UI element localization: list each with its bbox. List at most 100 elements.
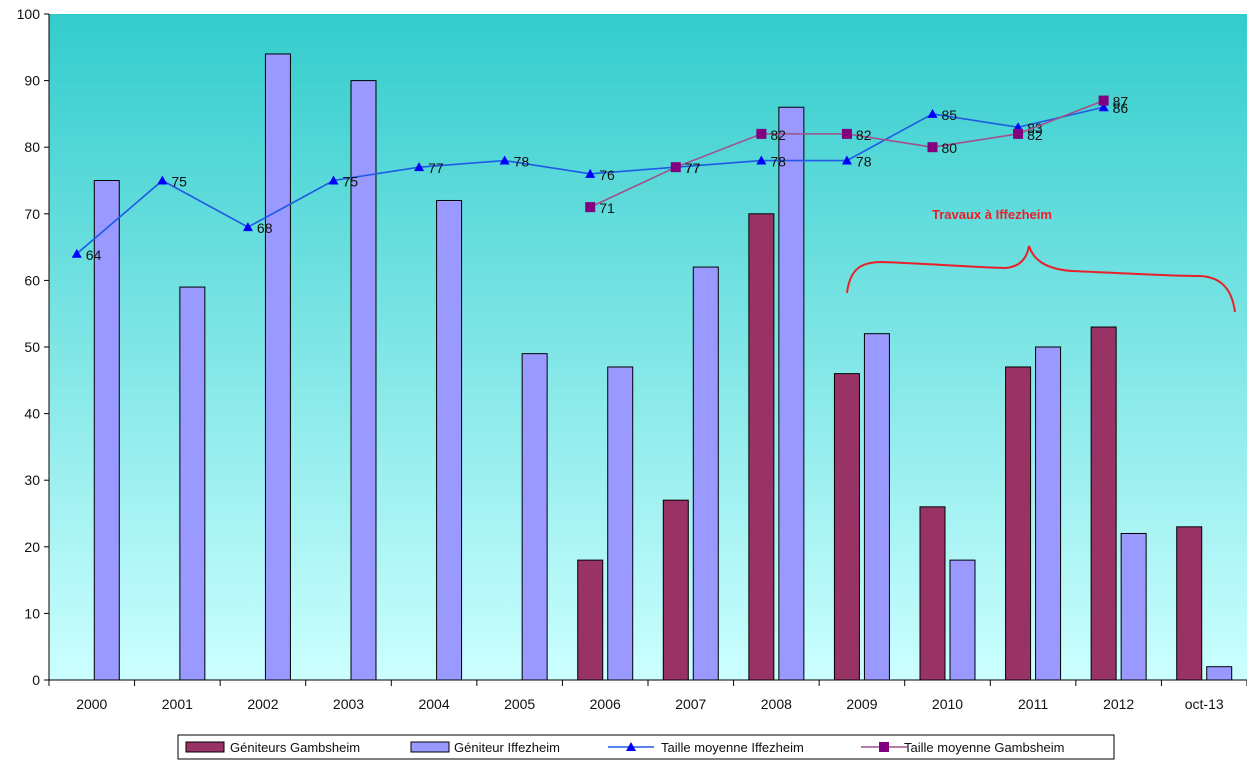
- bar: [863, 333, 890, 681]
- data-label: 83: [1027, 120, 1043, 136]
- y-tick-label: 0: [32, 672, 40, 688]
- bar-layer: [93, 53, 1233, 681]
- point-marker: [927, 142, 938, 153]
- x-tick-label: 2008: [761, 696, 792, 712]
- bar: [692, 266, 719, 681]
- bar: [93, 180, 120, 681]
- bar: [1090, 326, 1117, 681]
- legend-label: Taille moyenne Iffezheim: [661, 740, 804, 755]
- point-marker: [756, 128, 767, 139]
- bar: [748, 213, 775, 681]
- legend-swatch: [410, 741, 450, 753]
- data-label: 80: [942, 140, 958, 156]
- data-label: 87: [1113, 94, 1129, 110]
- annotation-label: Travaux à Iffezheim: [932, 207, 1052, 222]
- x-tick-label: 2009: [846, 696, 877, 712]
- bar: [521, 353, 548, 681]
- x-tick-label: 2012: [1103, 696, 1134, 712]
- point-marker: [927, 108, 938, 118]
- legend: Géniteurs Gambsheim Géniteur Iffezheim Tai…: [177, 734, 1115, 760]
- data-label: 75: [343, 174, 359, 190]
- point-marker: [328, 175, 339, 185]
- bar: [350, 80, 377, 681]
- data-label: 82: [856, 127, 872, 143]
- bar: [919, 506, 946, 681]
- data-label: 78: [856, 154, 872, 170]
- x-tick-label: 2004: [418, 696, 449, 712]
- bar: [607, 366, 634, 681]
- point-marker: [1013, 128, 1024, 139]
- data-label: 75: [171, 174, 187, 190]
- data-label: 85: [942, 107, 958, 123]
- legend-marker: [879, 742, 889, 752]
- point-marker: [585, 202, 596, 213]
- point-marker: [670, 162, 681, 173]
- y-tick-label: 100: [17, 6, 41, 22]
- data-label: 82: [1027, 127, 1043, 143]
- y-tick-label: 70: [24, 206, 40, 222]
- bar: [577, 559, 604, 681]
- y-tick-label: 50: [24, 339, 40, 355]
- bar: [264, 53, 291, 681]
- legend-swatch: [185, 741, 225, 753]
- point-marker: [242, 222, 253, 232]
- x-tick-label: 2002: [247, 696, 278, 712]
- x-tick-label: 2001: [162, 696, 193, 712]
- annotation-group: Travaux à Iffezheim: [846, 207, 1236, 313]
- data-label: 64: [86, 247, 102, 263]
- bar: [1035, 346, 1062, 681]
- data-label: 77: [428, 160, 444, 176]
- legend-marker: [626, 742, 636, 751]
- bar: [436, 199, 463, 681]
- point-marker: [414, 162, 425, 172]
- x-tick-label: 2003: [333, 696, 364, 712]
- x-tick-label: 2010: [932, 696, 963, 712]
- data-label: 77: [685, 160, 701, 176]
- point-marker: [585, 168, 596, 178]
- bar: [662, 499, 689, 681]
- x-tick-label: 2006: [590, 696, 621, 712]
- point-marker: [841, 128, 852, 139]
- x-tick-label: oct-13: [1185, 696, 1224, 712]
- legend-label: Géniteurs Gambsheim: [230, 740, 360, 755]
- x-tick-label: 2011: [1018, 696, 1048, 712]
- data-label: 77: [685, 160, 701, 176]
- legend-label: Géniteur Iffezheim: [454, 740, 560, 755]
- y-tick-label: 30: [24, 472, 40, 488]
- point-marker: [756, 155, 767, 165]
- bar: [1206, 666, 1233, 681]
- x-tick-label: 2007: [675, 696, 706, 712]
- point-marker: [841, 155, 852, 165]
- x-tick-label: 2000: [76, 696, 107, 712]
- data-label: 86: [1113, 100, 1129, 116]
- bar: [1005, 366, 1032, 681]
- annotation-brace: [846, 245, 1236, 313]
- data-label: 78: [514, 154, 530, 170]
- y-tick-label: 10: [24, 605, 40, 621]
- legend-label: Taille moyenne Gambsheim: [904, 740, 1064, 755]
- y-tick-label: 20: [24, 539, 40, 555]
- point-marker: [157, 175, 168, 185]
- bar: [778, 106, 805, 681]
- point-marker: [1098, 95, 1109, 106]
- x-tick-label: 2005: [504, 696, 535, 712]
- bar: [1120, 532, 1147, 681]
- data-label: 82: [770, 127, 786, 143]
- point-marker: [71, 248, 82, 258]
- bar: [833, 373, 860, 681]
- data-label: 76: [599, 167, 615, 183]
- bar: [1176, 526, 1203, 681]
- bar: [179, 286, 206, 681]
- point-marker: [499, 155, 510, 165]
- y-tick-label: 60: [24, 272, 40, 288]
- y-tick-label: 40: [24, 406, 40, 422]
- data-label: 78: [770, 154, 786, 170]
- data-label: 68: [257, 220, 273, 236]
- y-tick-label: 80: [24, 139, 40, 155]
- data-label: 71: [599, 200, 615, 216]
- y-tick-label: 90: [24, 73, 40, 89]
- bar: [949, 559, 976, 681]
- axes: 0 10 20 30 40 50 60 70 80 90 100 2000 2001 2002 2003 20…: [17, 6, 1247, 712]
